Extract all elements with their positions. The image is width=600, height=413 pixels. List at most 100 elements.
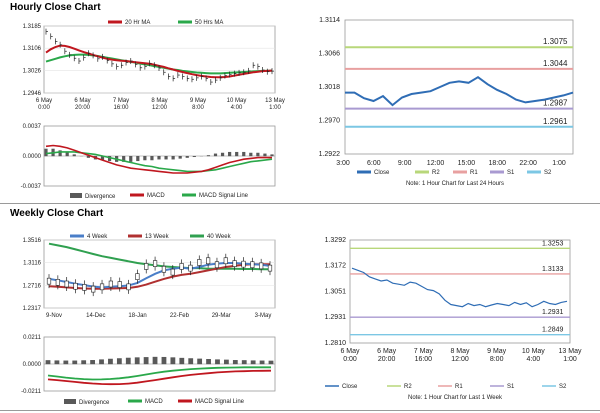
x-tick-date: 6 May (36, 98, 52, 104)
x-tick-date: 8 May (151, 98, 167, 104)
x-tick-label: 29-Mar (212, 313, 231, 319)
x-tick-label: 12:00 (427, 160, 445, 167)
divergence-bar (228, 151, 232, 157)
divergence-bar (107, 156, 112, 162)
hourly-macd-chart: 0.0037 0.0000 -0.0037 Divergence MACD MACD Si… (21, 124, 276, 200)
divergence-bar (54, 360, 60, 365)
divergence-bar (206, 359, 211, 365)
x-tick-time: 8:00 (192, 105, 204, 111)
divergence-bar (161, 356, 167, 365)
candle-body (91, 285, 96, 293)
x-tick-label: 18-Jan (128, 313, 146, 319)
y-tick-label: 1.3026 (23, 69, 42, 75)
divergence-bar (178, 156, 182, 159)
divergence-bar (129, 156, 133, 162)
weekly-price-chart: 4 Week 13 Week 40 Week 1.3516 1.3116 1.2716 1.… (23, 234, 276, 319)
macd-signal-line (47, 369, 272, 386)
candle-body (206, 257, 211, 265)
candle-body (73, 282, 78, 290)
divergence-bar (268, 360, 274, 365)
divergence-bar (235, 151, 239, 157)
chart-note: Note: 1 Hour Chart for Last 1 Week (408, 395, 503, 401)
legend-s2: S2 (544, 170, 552, 176)
legend-4-week: 4 Week (87, 234, 108, 240)
x-tick-date: 13 May (559, 348, 582, 355)
x-tick-label: 6:00 (367, 160, 381, 167)
legend-divergence-swatch (64, 399, 76, 404)
y-tick-label: 1.3066 (319, 51, 341, 58)
x-tick-label: 9-Nov (46, 313, 62, 319)
legend-divergence-swatch (70, 193, 82, 198)
x-tick-date: 6 May (340, 348, 360, 355)
x-tick-time: 1:00 (563, 356, 577, 363)
legend-macd: MACD (147, 193, 165, 199)
weekly-section-title: Weekly Close Chart (10, 208, 104, 219)
divergence-bar (116, 358, 122, 365)
divergence-bar (206, 155, 211, 157)
x-tick-date: 7 May (113, 98, 129, 104)
divergence-bar (215, 359, 220, 365)
legend-divergence: Divergence (85, 194, 116, 200)
candle-body (46, 277, 52, 285)
divergence-bar (45, 360, 51, 365)
divergence-bar (72, 360, 78, 365)
x-tick-time: 16:00 (415, 356, 433, 363)
legend-20hr-ma: 20 Hr MA (125, 20, 150, 26)
x-tick-time: 12:00 (451, 356, 469, 363)
divergence-bar (58, 150, 62, 157)
divergence-bar (232, 360, 238, 365)
last24-chart: 1.3114 1.3066 1.3018 1.2970 1.2922 1.3075 1.30… (319, 17, 574, 187)
y-tick-label: -0.0037 (21, 184, 42, 190)
legend-r1: R1 (455, 384, 463, 390)
x-tick-date: 9 May (487, 348, 507, 355)
divergence-bar (241, 360, 247, 365)
y-tick-label: 1.2922 (319, 151, 341, 158)
divergence-bar (108, 358, 113, 365)
y-tick-label: 1.2716 (23, 283, 42, 289)
x-tick-time: 16:00 (113, 105, 129, 111)
x-tick-date: 9 May (190, 98, 206, 104)
close-line (351, 267, 568, 308)
ma40-line (48, 242, 270, 271)
x-tick-date: 8 May (450, 348, 470, 355)
x-tick-label: 3:00 (336, 160, 350, 167)
divergence-bar (170, 357, 176, 365)
level-label-s1: 1.2987 (543, 99, 568, 108)
candle-body (241, 260, 246, 268)
divergence-bar (249, 152, 253, 157)
macd-line (47, 366, 271, 381)
legend-r2: R2 (432, 170, 440, 176)
x-tick-label: 1:00 (552, 160, 566, 167)
divergence-bar (164, 156, 168, 160)
legend-s1: S1 (507, 170, 515, 176)
y-tick-label: 1.3292 (325, 237, 347, 244)
divergence-bar (256, 152, 260, 157)
divergence-bar (86, 156, 90, 158)
x-tick-label: 22-Feb (170, 313, 190, 319)
x-tick-label: 3-May (255, 313, 272, 319)
legend-divergence: Divergence (79, 400, 110, 406)
divergence-bar (197, 358, 203, 365)
divergence-bar (242, 151, 246, 157)
divergence-bar (143, 357, 149, 365)
level-label-s1: 1.2931 (542, 309, 564, 316)
bottom-rule (0, 410, 600, 411)
weekly-close-chart: 1.3292 1.3172 1.3051 1.2931 1.2810 1.3253 1.31… (325, 237, 582, 401)
candle-body (267, 264, 273, 272)
candle-body (223, 257, 228, 265)
divergence-bar (99, 359, 104, 365)
level-label-r1: 1.3133 (542, 266, 564, 273)
divergence-bar (179, 357, 185, 365)
plot-frame (349, 239, 571, 344)
divergence-bar (192, 156, 196, 158)
candle-body (64, 280, 69, 288)
x-tick-time: 1:00 (269, 105, 281, 111)
y-tick-label: 0.0037 (23, 124, 42, 130)
divergence-bar (171, 156, 175, 160)
x-tick-label: 14-Dec (86, 313, 105, 319)
x-tick-time: 4:00 (231, 105, 243, 111)
legend-macd: MACD (145, 399, 163, 405)
candle-body (161, 265, 167, 273)
y-tick-label: 1.3051 (325, 289, 347, 296)
divergence-bar (100, 156, 105, 161)
